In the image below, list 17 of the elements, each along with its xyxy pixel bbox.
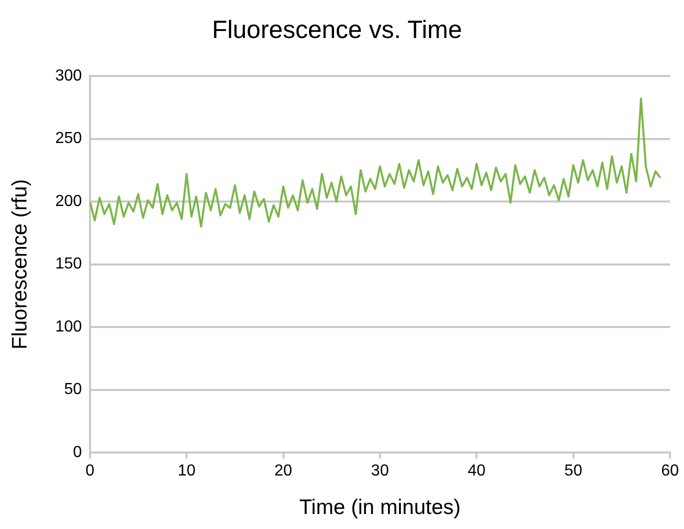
x-tick-label: 20: [274, 462, 292, 480]
x-tick-label: 60: [661, 462, 679, 480]
chart-title: Fluorescence vs. Time: [212, 16, 462, 44]
x-tick-label: 10: [178, 462, 196, 480]
y-tick-label: 100: [55, 318, 82, 336]
y-tick-label: 50: [64, 381, 82, 398]
y-tick-label: 300: [55, 67, 82, 84]
y-tick-label: 0: [72, 444, 82, 462]
y-tick-label: 150: [55, 256, 82, 273]
x-tick-label: 0: [85, 462, 94, 480]
y-axis-title: Fluorescence (rfu): [8, 179, 32, 350]
y-tick-label: 200: [55, 192, 82, 210]
x-tick-label: 50: [564, 462, 582, 480]
y-tick-label: 250: [55, 130, 82, 148]
x-axis-title: Time (in minutes): [299, 496, 461, 520]
x-tick-label: 40: [468, 462, 486, 480]
x-tick-label: 30: [371, 462, 389, 480]
